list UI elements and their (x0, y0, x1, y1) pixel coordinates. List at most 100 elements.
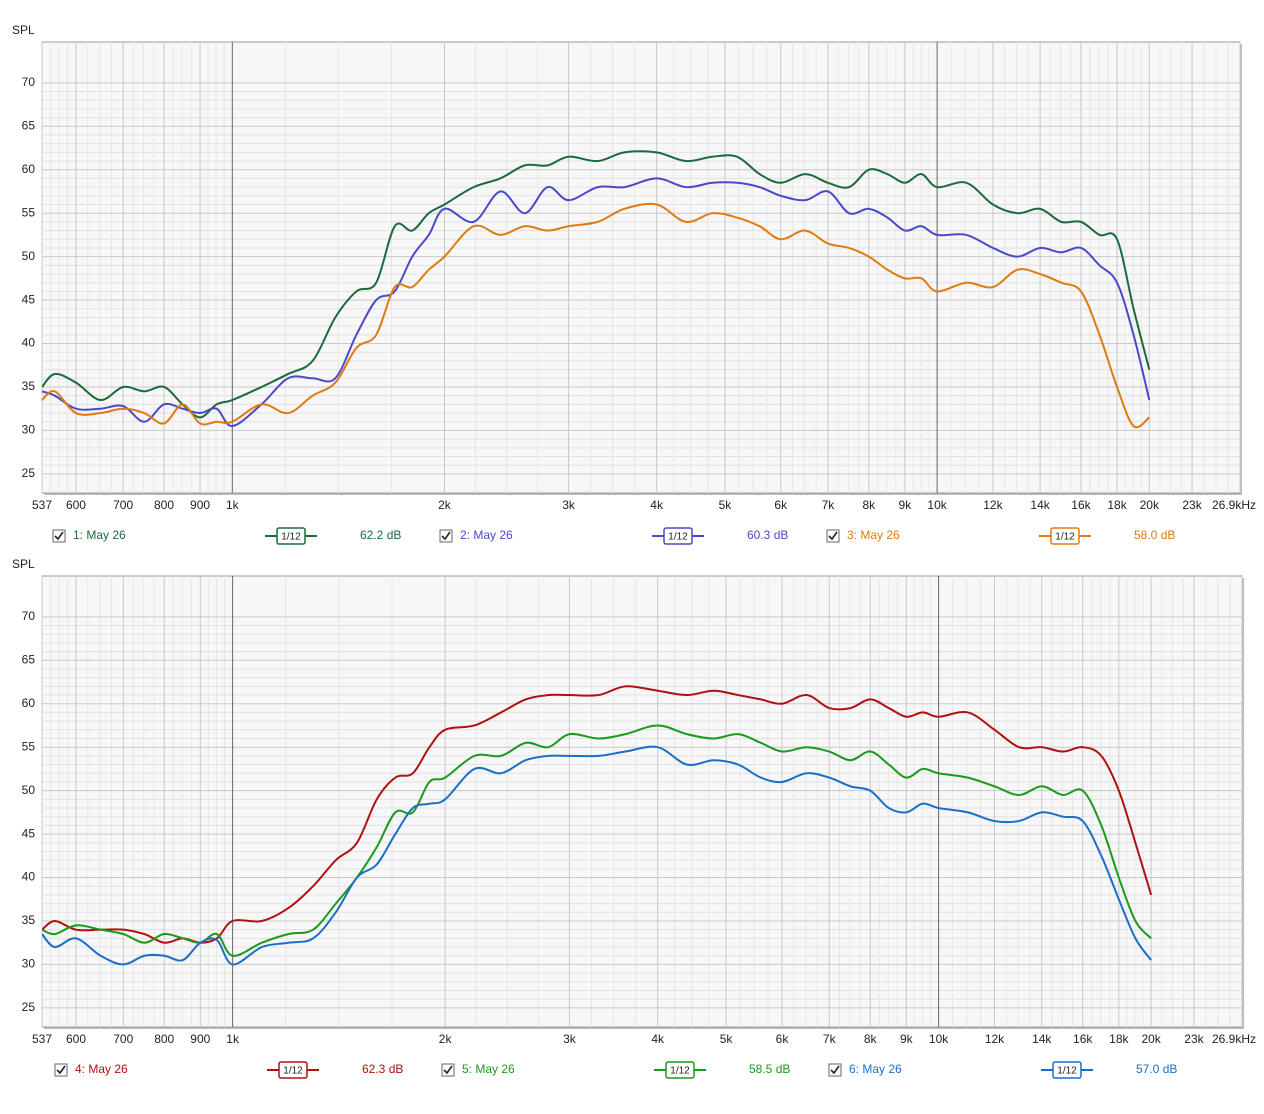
x-tick-label: 5k (720, 1032, 734, 1046)
legend-name: 3: May 26 (847, 528, 900, 542)
legend-checkbox[interactable] (828, 1063, 842, 1077)
y-tick-label: 45 (22, 826, 36, 840)
x-tick-label: 20k (1141, 1032, 1161, 1046)
x-tick-label: 7k (822, 498, 836, 512)
x-tick-label: 5k (719, 498, 733, 512)
y-tick-label: 50 (22, 783, 36, 797)
legend-name: 1: May 26 (73, 528, 126, 542)
response-line (42, 724, 1152, 957)
x-tick-label: 1k (226, 1032, 240, 1046)
response-line (42, 685, 1153, 944)
legend-checkbox[interactable] (52, 529, 66, 543)
legend-checkmark (441, 531, 451, 541)
y-tick-label: 40 (22, 870, 36, 884)
x-tick-label: 3k (562, 498, 576, 512)
x-tick-label: 900 (190, 1032, 210, 1046)
y-tick-label: 65 (22, 118, 36, 132)
x-tick-label: 23k (1184, 1032, 1204, 1046)
x-tick-label: 700 (113, 498, 133, 512)
x-tick-label: 700 (113, 1032, 133, 1046)
y-axis-label: SPL (12, 23, 35, 37)
x-tick-label: 2k (438, 498, 452, 512)
legend-smoothing-box (1050, 527, 1080, 545)
x-tick-label: 12k (983, 498, 1003, 512)
x-tick-label: 537 (32, 1032, 52, 1046)
y-tick-label: 55 (22, 739, 36, 753)
legend-level: 62.2 dB (360, 528, 401, 542)
x-tick-label: 600 (66, 498, 86, 512)
legend-checkmark (443, 1065, 453, 1075)
x-tick-label: 600 (66, 1032, 86, 1046)
legend-smoothing-box (276, 527, 306, 545)
x-tick-label: 1k (226, 498, 240, 512)
x-tick-label: 3k (563, 1032, 577, 1046)
legend-checkbox[interactable] (439, 529, 453, 543)
legend-smoothing-box (1052, 1061, 1082, 1079)
x-tick-label: 10k (929, 1032, 949, 1046)
legend-name: 4: May 26 (75, 1062, 128, 1076)
legend-checkbox[interactable] (54, 1063, 68, 1077)
x-tick-label: 26.9kHz (1212, 1032, 1256, 1046)
response-line (42, 202, 1150, 429)
legend-smoothing: 1/12 (283, 1066, 303, 1077)
x-tick-label: 26.9kHz (1212, 498, 1256, 512)
x-tick-label: 8k (862, 498, 876, 512)
y-tick-label: 70 (22, 75, 36, 89)
y-tick-label: 55 (22, 205, 36, 219)
legend-smoothing-box (663, 527, 693, 545)
y-tick-label: 30 (22, 423, 36, 437)
response-line (42, 177, 1151, 428)
legend-checkmark (828, 531, 838, 541)
legend-smoothing: 1/12 (281, 532, 301, 543)
x-tick-label: 4k (650, 498, 664, 512)
x-tick-label: 6k (774, 498, 788, 512)
legend-checkmark (830, 1065, 840, 1075)
x-tick-label: 12k (985, 1032, 1005, 1046)
y-tick-label: 35 (22, 379, 36, 393)
y-tick-label: 70 (22, 609, 36, 623)
x-tick-label: 2k (439, 1032, 453, 1046)
legend-smoothing: 1/12 (1057, 1066, 1077, 1077)
x-tick-label: 9k (900, 1032, 914, 1046)
legend-level: 60.3 dB (747, 528, 788, 542)
response-line (42, 745, 1152, 966)
legend-smoothing: 1/12 (668, 532, 688, 543)
x-tick-label: 7k (823, 1032, 837, 1046)
x-tick-label: 10k (927, 498, 947, 512)
y-tick-label: 45 (22, 292, 36, 306)
legend-smoothing-box (665, 1061, 695, 1079)
y-tick-label: 40 (22, 336, 36, 350)
y-tick-label: 60 (22, 162, 36, 176)
x-tick-label: 14k (1032, 1032, 1052, 1046)
y-tick-label: 30 (22, 957, 36, 971)
x-tick-label: 800 (154, 1032, 174, 1046)
legend-name: 2: May 26 (460, 528, 513, 542)
legend-checkbox[interactable] (826, 529, 840, 543)
x-tick-label: 14k (1030, 498, 1050, 512)
legend-checkmark (54, 531, 64, 541)
y-tick-label: 25 (22, 466, 36, 480)
x-tick-label: 18k (1109, 1032, 1129, 1046)
x-tick-label: 6k (776, 1032, 790, 1046)
legend-smoothing: 1/12 (1055, 532, 1075, 543)
x-tick-label: 9k (899, 498, 913, 512)
y-axis-label: SPL (12, 557, 35, 571)
x-tick-label: 537 (32, 498, 52, 512)
legend-level: 58.5 dB (749, 1062, 790, 1076)
legend-smoothing-box (278, 1061, 308, 1079)
x-tick-label: 16k (1071, 498, 1091, 512)
legend-level: 57.0 dB (1136, 1062, 1177, 1076)
legend-level: 62.3 dB (362, 1062, 403, 1076)
y-tick-label: 35 (22, 913, 36, 927)
legend-name: 5: May 26 (462, 1062, 515, 1076)
x-tick-label: 800 (154, 498, 174, 512)
y-tick-label: 60 (22, 696, 36, 710)
legend-name: 6: May 26 (849, 1062, 902, 1076)
legend-checkbox[interactable] (441, 1063, 455, 1077)
y-tick-label: 50 (22, 249, 36, 263)
x-tick-label: 23k (1182, 498, 1202, 512)
x-tick-label: 20k (1140, 498, 1160, 512)
legend-checkmark (56, 1065, 66, 1075)
response-line (42, 150, 1151, 419)
